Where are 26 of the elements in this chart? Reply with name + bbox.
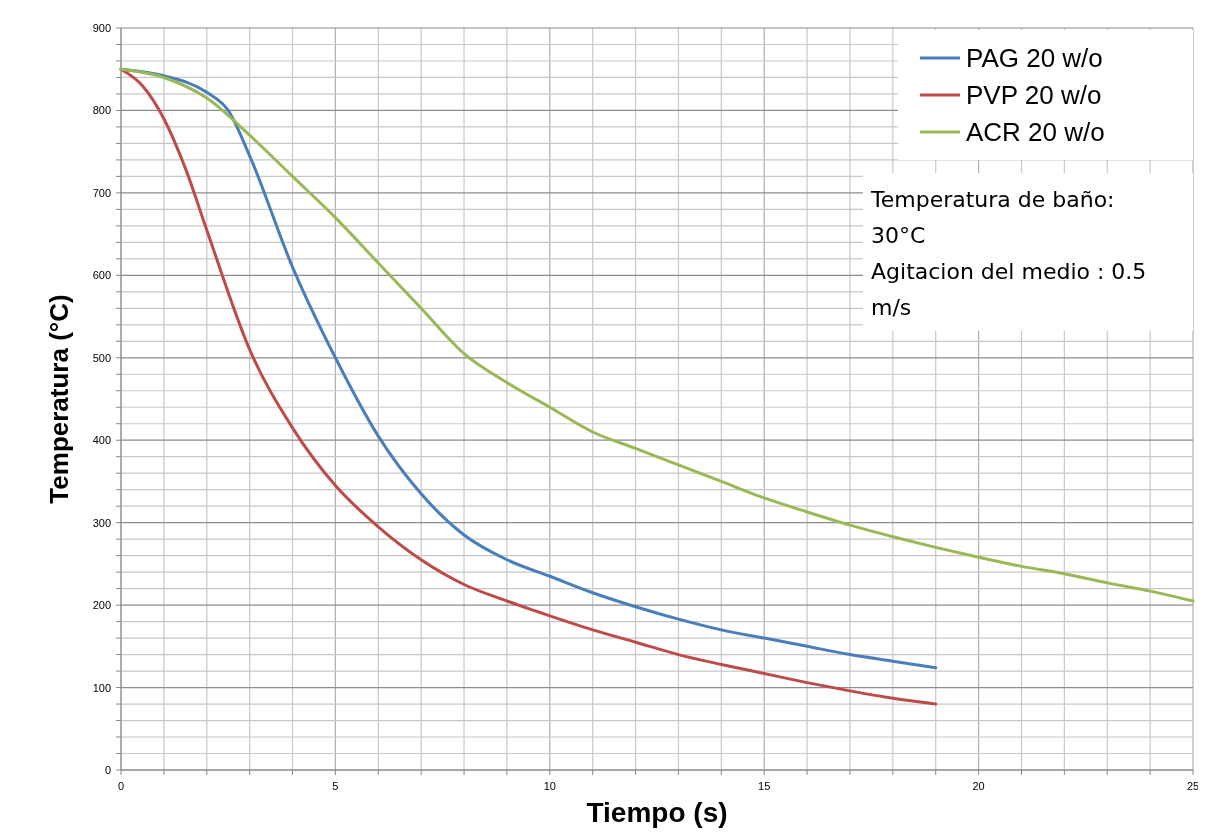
annotation: Agitacion del medio : 0.5 [871,258,1147,284]
y-tick-label: 500 [92,351,111,364]
y-tick-label: 600 [92,269,111,282]
annotation: 30°C [871,222,926,248]
legend-label: PVP 20 w/o [966,80,1102,110]
line-series [119,67,1195,603]
legend-label: PAG 20 w/o [966,43,1103,73]
y-tick-label: 400 [92,434,111,447]
y-tick-label: 200 [92,599,111,612]
y-tick-label: 300 [92,516,111,529]
x-tick-label: 25 [1186,780,1200,792]
y-tick-label: 800 [92,104,111,117]
y-tick-label: 700 [92,186,111,199]
annotation: Temperatura de baño: [870,186,1115,212]
y-tick-label: 100 [92,681,111,694]
x-tick-label: 15 [758,780,771,792]
x-tick-label: 10 [543,780,556,792]
y-tick-label: 0 [104,764,111,776]
x-tick-label: 20 [972,780,985,792]
legend-label: ACR 20 w/o [966,117,1105,147]
y-tick-label: 900 [92,22,111,34]
x-tick-label: 0 [117,780,125,792]
y-axis-title: Temperatura (°C) [44,294,74,504]
x-axis-title: Tiempo (s) [586,797,728,828]
x-tick-label: 5 [332,780,339,792]
annotation: m/s [871,294,912,320]
